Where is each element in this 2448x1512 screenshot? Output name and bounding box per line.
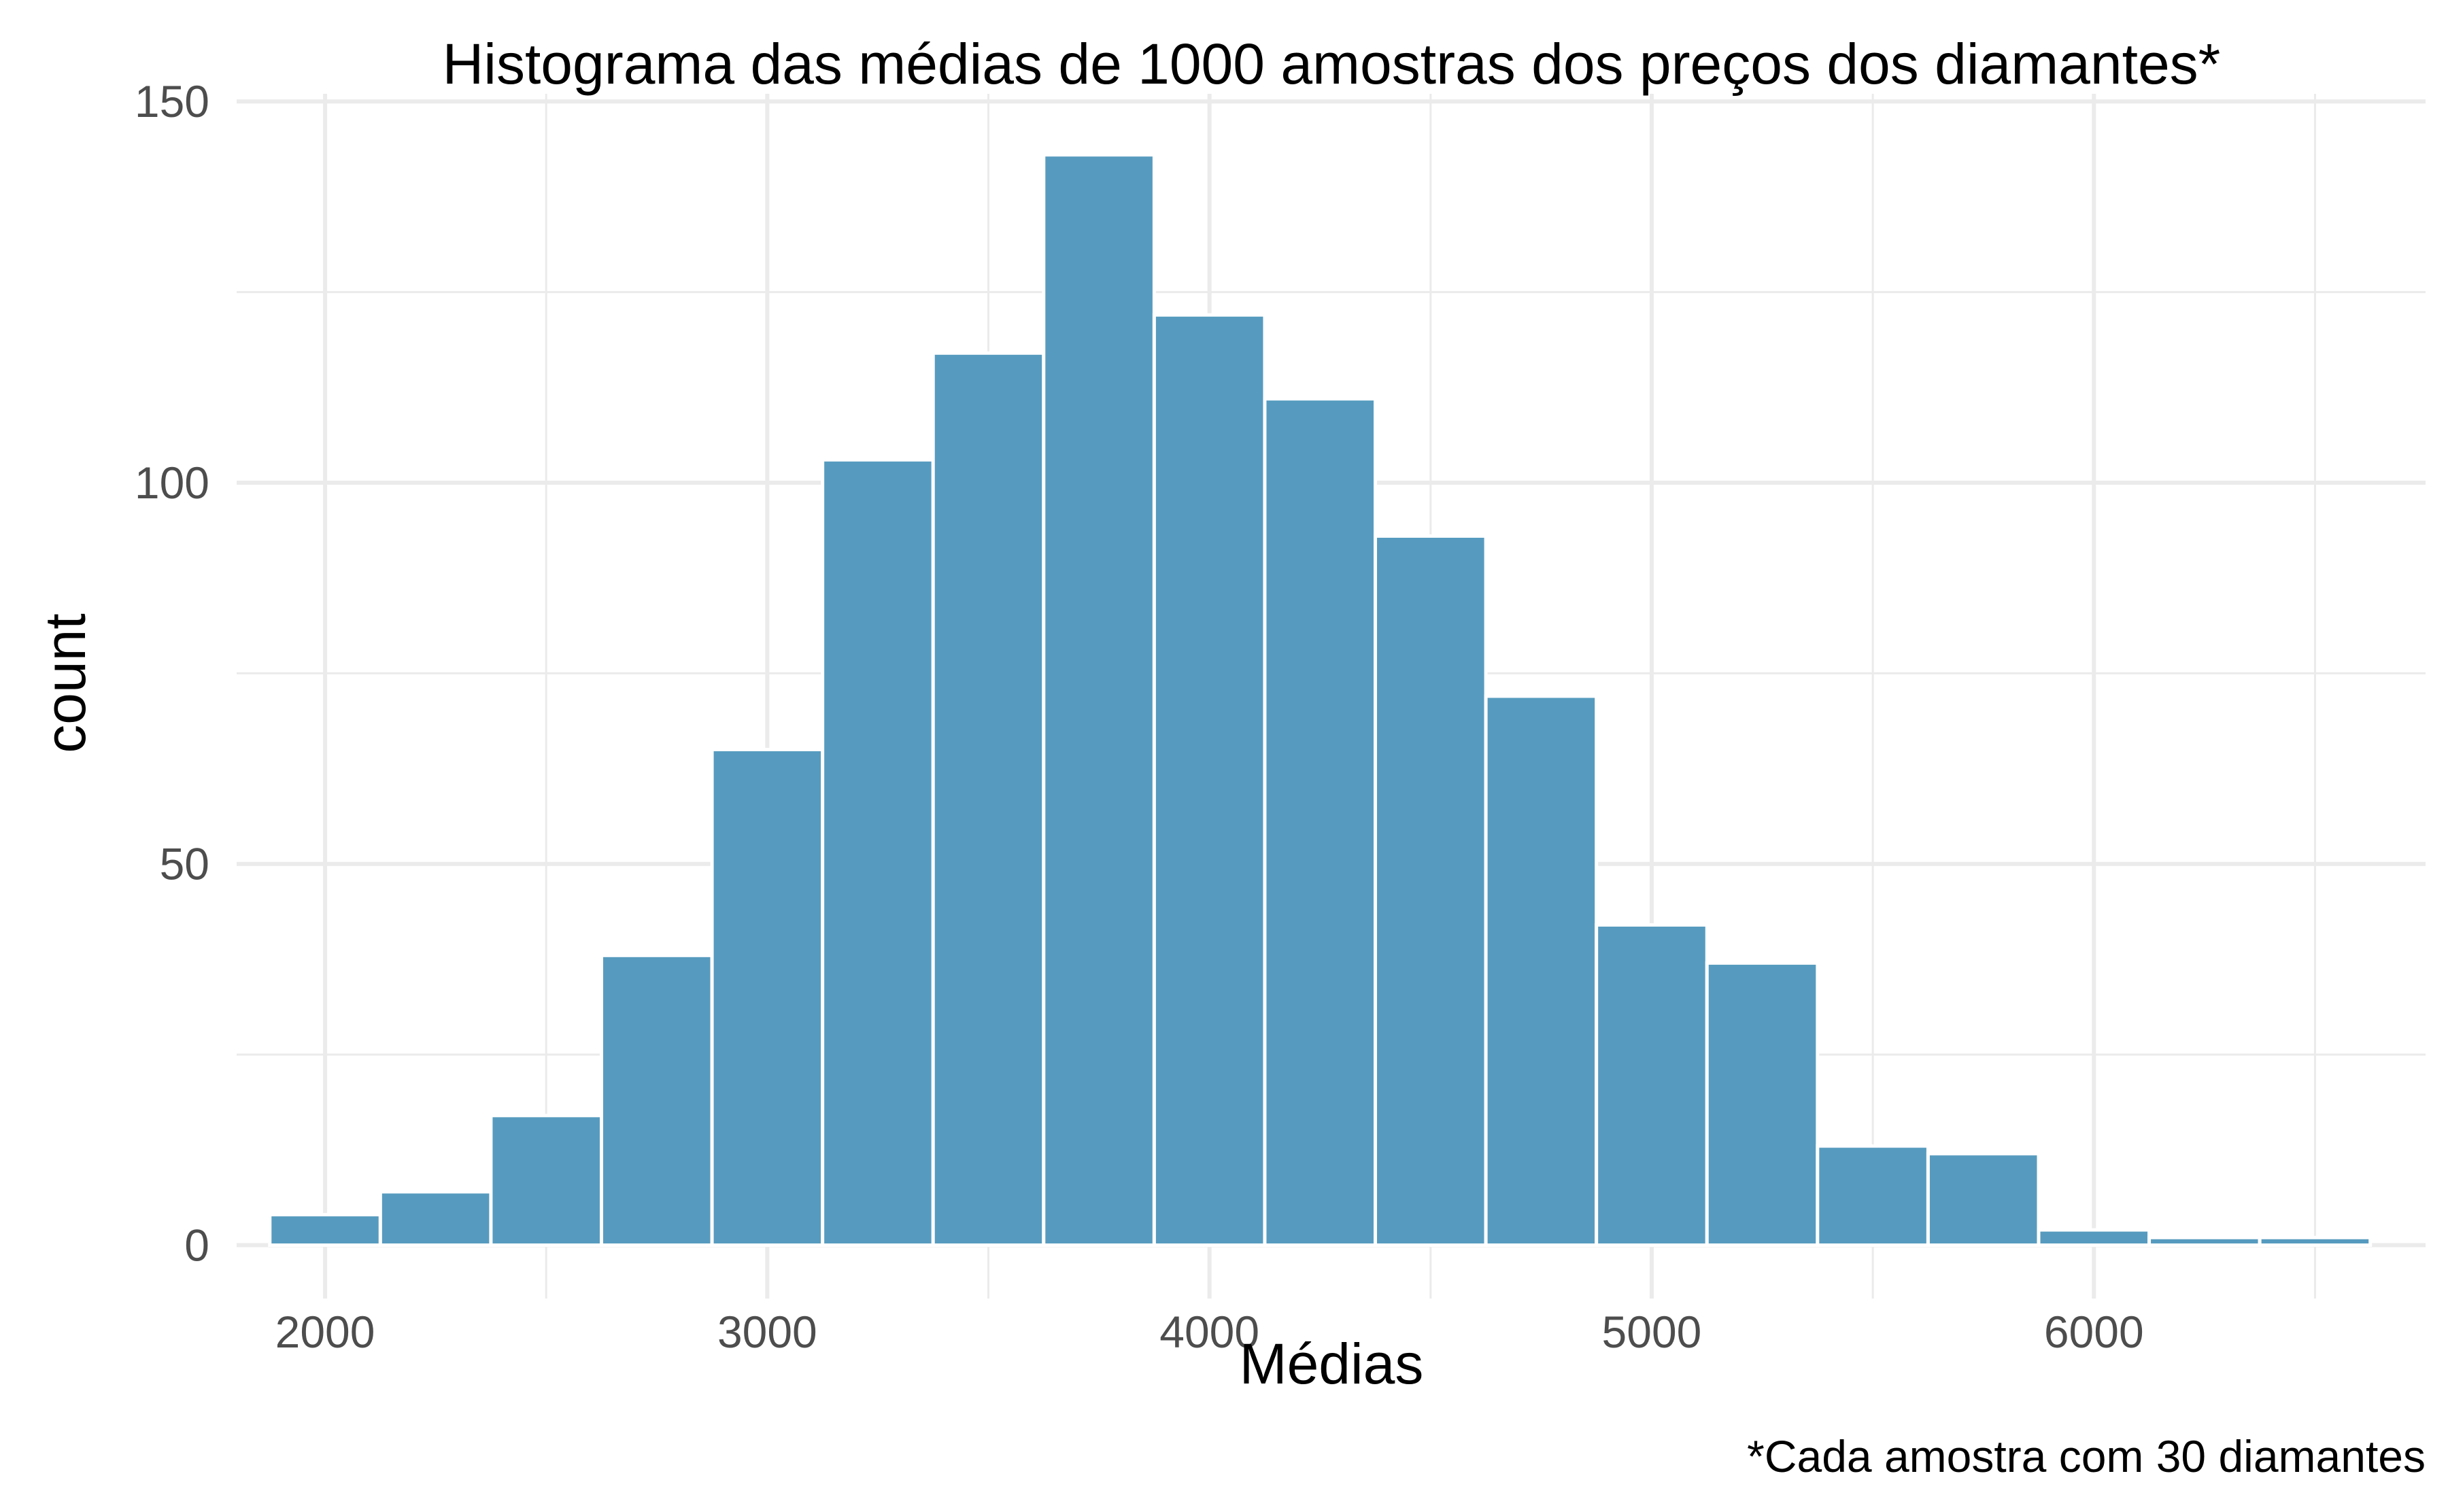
y-axis-ticks: 0 50 100 150	[135, 76, 209, 1270]
y-tick-label: 50	[160, 839, 209, 889]
histogram-bar	[1042, 153, 1156, 1247]
y-tick-label: 0	[184, 1220, 209, 1270]
histogram-bar	[2258, 1235, 2373, 1247]
histogram-bar	[1263, 397, 1378, 1247]
chart-title: Histograma das médias de 1000 amostras d…	[443, 32, 2221, 96]
histogram-bar	[821, 458, 935, 1247]
y-axis-title: count	[33, 613, 97, 753]
y-tick-label: 150	[135, 76, 209, 126]
histogram-bar	[931, 351, 1046, 1247]
x-tick-label: 3000	[717, 1307, 817, 1357]
x-tick-label: 2000	[275, 1307, 375, 1357]
histogram-bar	[710, 748, 825, 1247]
x-axis-ticks: 2000 3000 4000 5000 6000	[275, 1307, 2144, 1357]
histogram-bar	[1705, 961, 1820, 1247]
chart-caption: *Cada amostra com 30 diamantes	[1747, 1431, 2426, 1481]
x-tick-label: 5000	[1602, 1307, 1702, 1357]
histogram-bar	[268, 1213, 382, 1247]
histogram-bar	[1374, 534, 1488, 1247]
x-tick-label: 4000	[1159, 1307, 1259, 1357]
histogram-bar	[1484, 694, 1599, 1247]
histogram-bar	[489, 1114, 604, 1247]
histogram-bar	[1926, 1152, 2041, 1247]
histogram-bar	[600, 953, 714, 1247]
histogram-bars	[268, 153, 2373, 1247]
x-axis-title: Médias	[1240, 1332, 1424, 1396]
histogram-bar	[1816, 1144, 1930, 1247]
x-tick-label: 6000	[2044, 1307, 2144, 1357]
histogram-bar	[378, 1190, 493, 1247]
histogram-bar	[1152, 313, 1267, 1247]
histogram-bar	[2147, 1235, 2262, 1247]
y-tick-label: 100	[135, 458, 209, 508]
histogram-bar	[1595, 923, 1709, 1247]
histogram-bar	[2037, 1228, 2152, 1247]
